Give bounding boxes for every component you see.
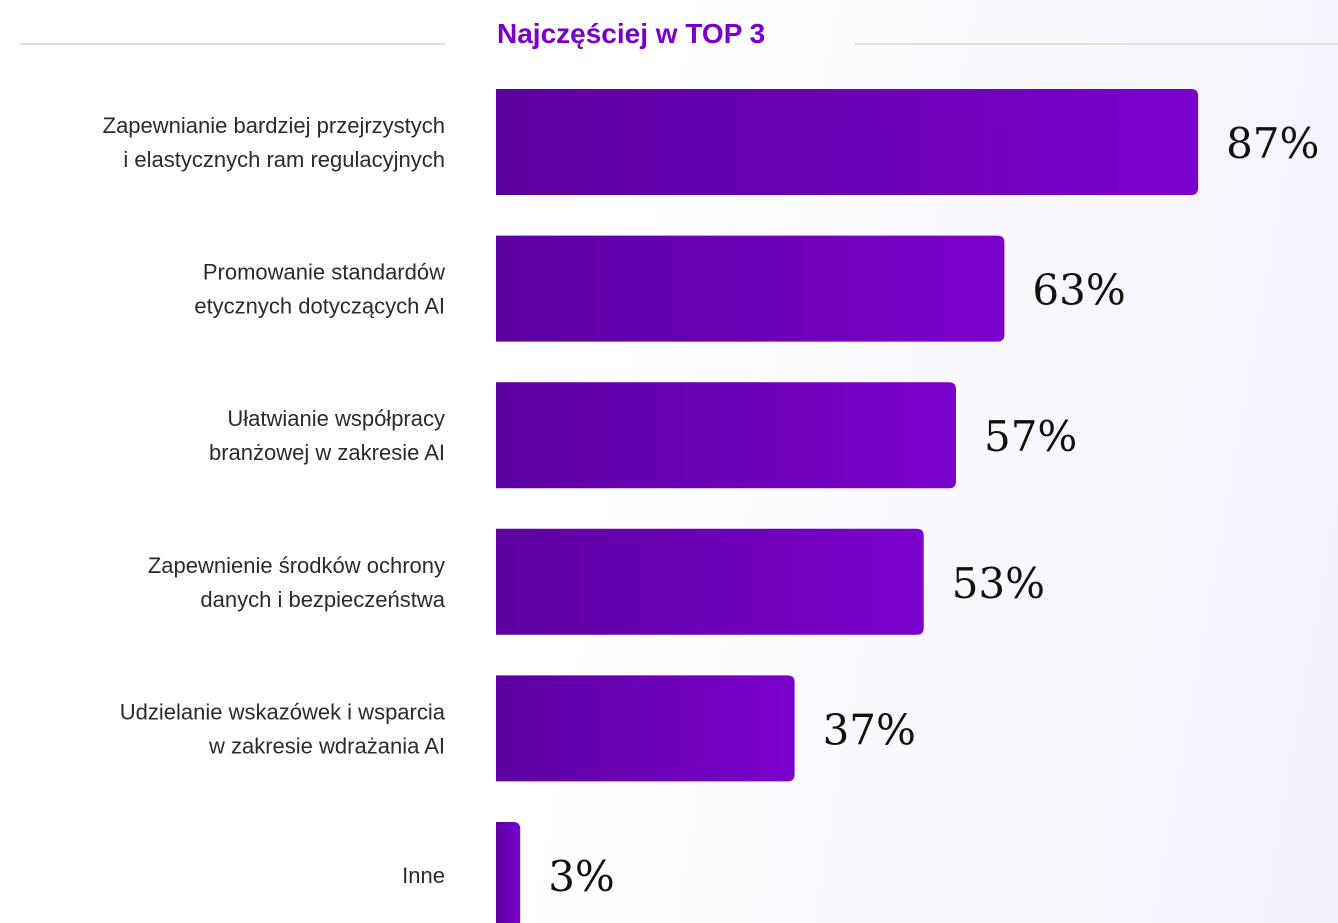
value-label: 63% [1032, 266, 1125, 315]
value-label: 87% [1226, 119, 1319, 168]
category-label: Udzielanie wskazówek i wsparcia w zakresi… [120, 699, 446, 758]
bar [496, 235, 1005, 342]
bar [496, 675, 795, 782]
chart-title: Najczęściej w TOP 3 [497, 18, 765, 49]
value-label: 57% [984, 412, 1077, 461]
value-label: 3% [548, 852, 615, 901]
bar [496, 89, 1199, 195]
category-label: Ułatwianie współpracy branżowej w zakresi… [209, 406, 445, 465]
category-label: Inne [402, 863, 445, 888]
bar [496, 382, 956, 489]
value-label: 53% [952, 559, 1045, 608]
category-label: Promowanie standardów etycznych dotyczący… [194, 260, 445, 319]
category-label: Zapewnianie bardziej przejrzystych i elas… [103, 113, 445, 172]
bar [496, 822, 521, 923]
value-label: 37% [823, 705, 916, 754]
bar [496, 528, 924, 635]
category-label: Zapewnienie środków ochrony danych i bezp… [148, 553, 446, 612]
